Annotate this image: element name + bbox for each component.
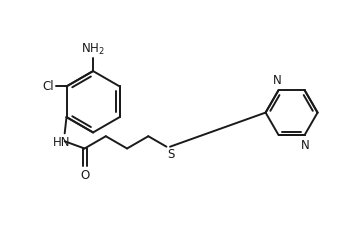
Text: HN: HN xyxy=(53,136,70,149)
Text: O: O xyxy=(80,169,89,182)
Text: S: S xyxy=(167,148,175,161)
Text: N: N xyxy=(272,74,281,87)
Text: NH$_2$: NH$_2$ xyxy=(81,42,105,57)
Text: N: N xyxy=(301,139,310,152)
Text: Cl: Cl xyxy=(42,80,54,93)
